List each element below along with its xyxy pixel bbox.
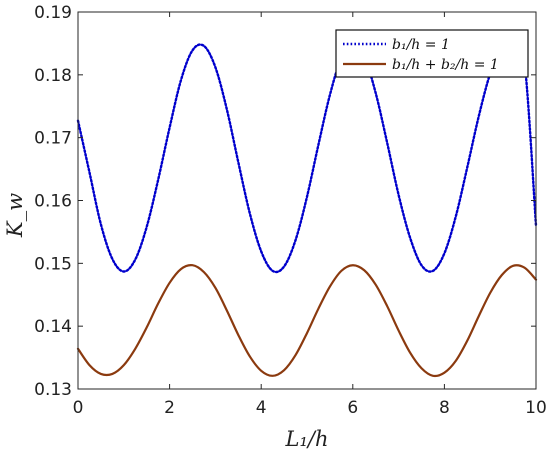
x-tick-label: 6 (347, 398, 358, 418)
y-tick-label: 0.16 (34, 192, 72, 212)
y-axis-label: K_w (3, 193, 27, 238)
legend-label-series-2: b₁/h + b₂/h = 1 (392, 57, 499, 73)
x-tick-label: 8 (439, 398, 450, 418)
y-tick-label: 0.19 (34, 3, 72, 23)
y-tick-label: 0.17 (34, 129, 72, 149)
legend-label-series-1: b₁/h = 1 (392, 37, 450, 53)
series-layer (76, 41, 538, 378)
axes-layer: 0 2 4 6 8 10 0.13 0.14 0.15 0.16 0.17 0.18 0.19 (34, 3, 547, 418)
x-tick-label: 0 (73, 398, 84, 418)
y-tick-label: 0.15 (34, 254, 72, 274)
x-tick-label: 4 (256, 398, 267, 418)
series-line-2 (76, 264, 538, 378)
y-tick-label: 0.14 (34, 317, 72, 337)
y-tick-label: 0.18 (34, 66, 72, 86)
plot-frame (77, 11, 537, 390)
x-axis-label: L₁/h (285, 427, 329, 451)
x-tick-label: 10 (525, 398, 547, 418)
y-tick-label: 0.13 (34, 380, 72, 400)
legend: b₁/h = 1 b₁/h + b₂/h = 1 (335, 29, 529, 78)
legend-box (335, 29, 529, 78)
x-tick-label: 2 (164, 398, 175, 418)
series-line-1 (76, 41, 538, 274)
